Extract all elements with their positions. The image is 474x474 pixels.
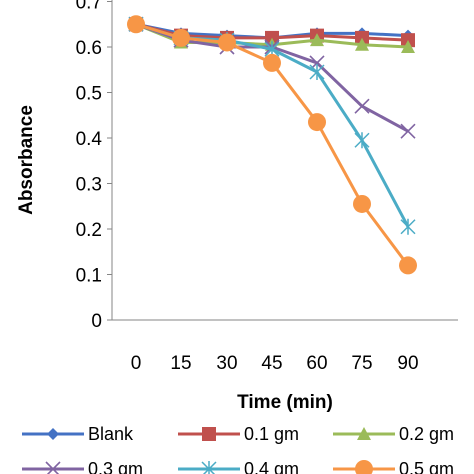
series-layer — [127, 15, 417, 275]
x-tick-label: 0 — [131, 353, 142, 374]
data-point — [400, 123, 416, 139]
x-axis-ticks: 0 15 30 45 60 75 90 — [131, 353, 419, 374]
legend: Blank 0.1 gm 0.2 gm 0.3 gm 0.4 gm 0.5 gm — [22, 424, 454, 474]
data-point — [353, 194, 371, 213]
legend-label: 0.4 gm — [244, 459, 299, 474]
series-5 — [128, 16, 416, 235]
legend-label: Blank — [88, 424, 134, 444]
legend-marker — [202, 427, 216, 441]
legend-item: 0.4 gm — [178, 459, 299, 474]
y-tick-label: 0 — [91, 311, 102, 332]
y-tick-label: 0.3 — [76, 175, 102, 196]
x-tick-label: 75 — [351, 353, 372, 374]
series-6 — [127, 15, 417, 275]
data-point — [172, 28, 190, 47]
y-tick-label: 0.7 — [76, 0, 102, 14]
legend-label: 0.1 gm — [244, 424, 299, 444]
data-point — [354, 98, 370, 114]
y-tick-label: 0.2 — [76, 220, 102, 241]
legend-label: 0.5 gm — [399, 459, 454, 474]
data-point — [401, 40, 415, 53]
legend-item: 0.3 gm — [22, 459, 143, 474]
legend-item: 0.5 gm — [333, 459, 454, 474]
data-point — [127, 15, 145, 34]
legend-label: 0.3 gm — [88, 459, 143, 474]
x-tick-label: 15 — [170, 353, 191, 374]
y-tick-label: 0.6 — [76, 38, 102, 59]
y-axis-ticks: 0 0.1 0.2 0.3 0.4 0.5 0.6 0.7 — [76, 0, 112, 332]
data-point — [400, 218, 416, 235]
data-point — [309, 64, 325, 81]
y-tick-label: 0.4 — [76, 129, 103, 150]
legend-marker — [357, 427, 371, 440]
data-point — [310, 33, 324, 47]
legend-marker — [47, 428, 59, 440]
legend-item: 0.2 gm — [333, 424, 454, 444]
legend-label: 0.2 gm — [399, 424, 454, 444]
y-tick-label: 0.5 — [76, 84, 102, 105]
data-point — [308, 113, 326, 132]
legend-marker — [355, 460, 373, 474]
x-tick-label: 30 — [216, 353, 237, 374]
data-point — [354, 132, 370, 149]
data-point — [399, 256, 417, 275]
x-tick-label: 45 — [261, 353, 282, 374]
data-point — [263, 53, 281, 72]
y-tick-label: 0.1 — [76, 266, 102, 287]
y-axis-title: Absorbance — [16, 105, 37, 215]
legend-item: Blank — [22, 424, 134, 444]
legend-item: 0.1 gm — [178, 424, 299, 444]
chart-axes — [111, 0, 458, 321]
x-axis-title: Time (min) — [237, 392, 333, 413]
x-tick-label: 90 — [397, 353, 418, 374]
data-point — [355, 37, 369, 51]
x-tick-label: 60 — [306, 353, 327, 374]
data-point — [218, 33, 236, 52]
